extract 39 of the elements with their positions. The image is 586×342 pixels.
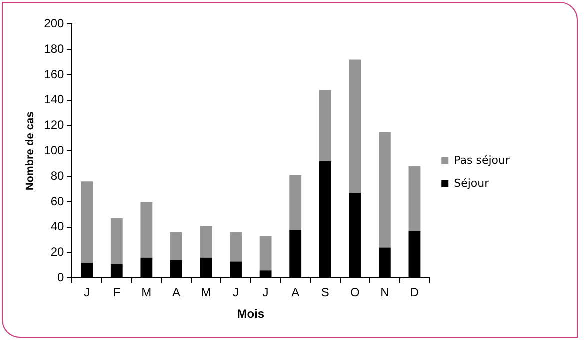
y-tick-label: 120 <box>44 118 65 132</box>
x-tick-label: O <box>350 286 360 300</box>
x-tick-label: S <box>321 286 330 300</box>
bar <box>230 232 242 262</box>
bar <box>319 90 332 162</box>
bar <box>81 182 94 263</box>
bar <box>170 232 182 260</box>
bar <box>378 132 391 248</box>
legend-label: Séjour <box>454 176 490 190</box>
x-axis-title: Mois <box>237 307 265 322</box>
y-tick-label: 80 <box>50 168 65 183</box>
legend-label: Pas séjour <box>454 154 510 167</box>
y-tick-label: 40 <box>50 220 65 234</box>
y-tick-label: 60 <box>50 194 65 208</box>
x-tick-label: D <box>410 286 420 300</box>
bar <box>408 166 421 232</box>
x-tick-label: A <box>292 286 300 300</box>
y-tick-label: 100 <box>44 144 65 158</box>
x-tick-label: M <box>201 286 212 300</box>
x-tick-label: M <box>142 286 152 300</box>
y-tick-label: 200 <box>44 16 65 31</box>
bar <box>349 60 362 194</box>
x-tick-label: J <box>262 286 269 300</box>
x-tick-label: F <box>113 286 121 300</box>
x-tick-label: A <box>172 286 180 300</box>
x-tick-label: J <box>233 286 240 300</box>
bar <box>110 218 123 264</box>
bar <box>260 236 272 271</box>
y-axis-title: Nombre de cas <box>24 112 37 191</box>
bar <box>290 175 302 230</box>
y-tick-label: 160 <box>44 67 65 82</box>
y-tick-label: 180 <box>44 42 65 56</box>
y-tick-label: 20 <box>50 245 65 260</box>
bar <box>140 202 153 258</box>
y-tick-label: 0 <box>58 270 65 285</box>
bar <box>200 226 212 258</box>
x-tick-label: J <box>84 286 90 300</box>
y-tick-label: 140 <box>44 92 65 107</box>
x-tick-label: N <box>380 286 390 300</box>
